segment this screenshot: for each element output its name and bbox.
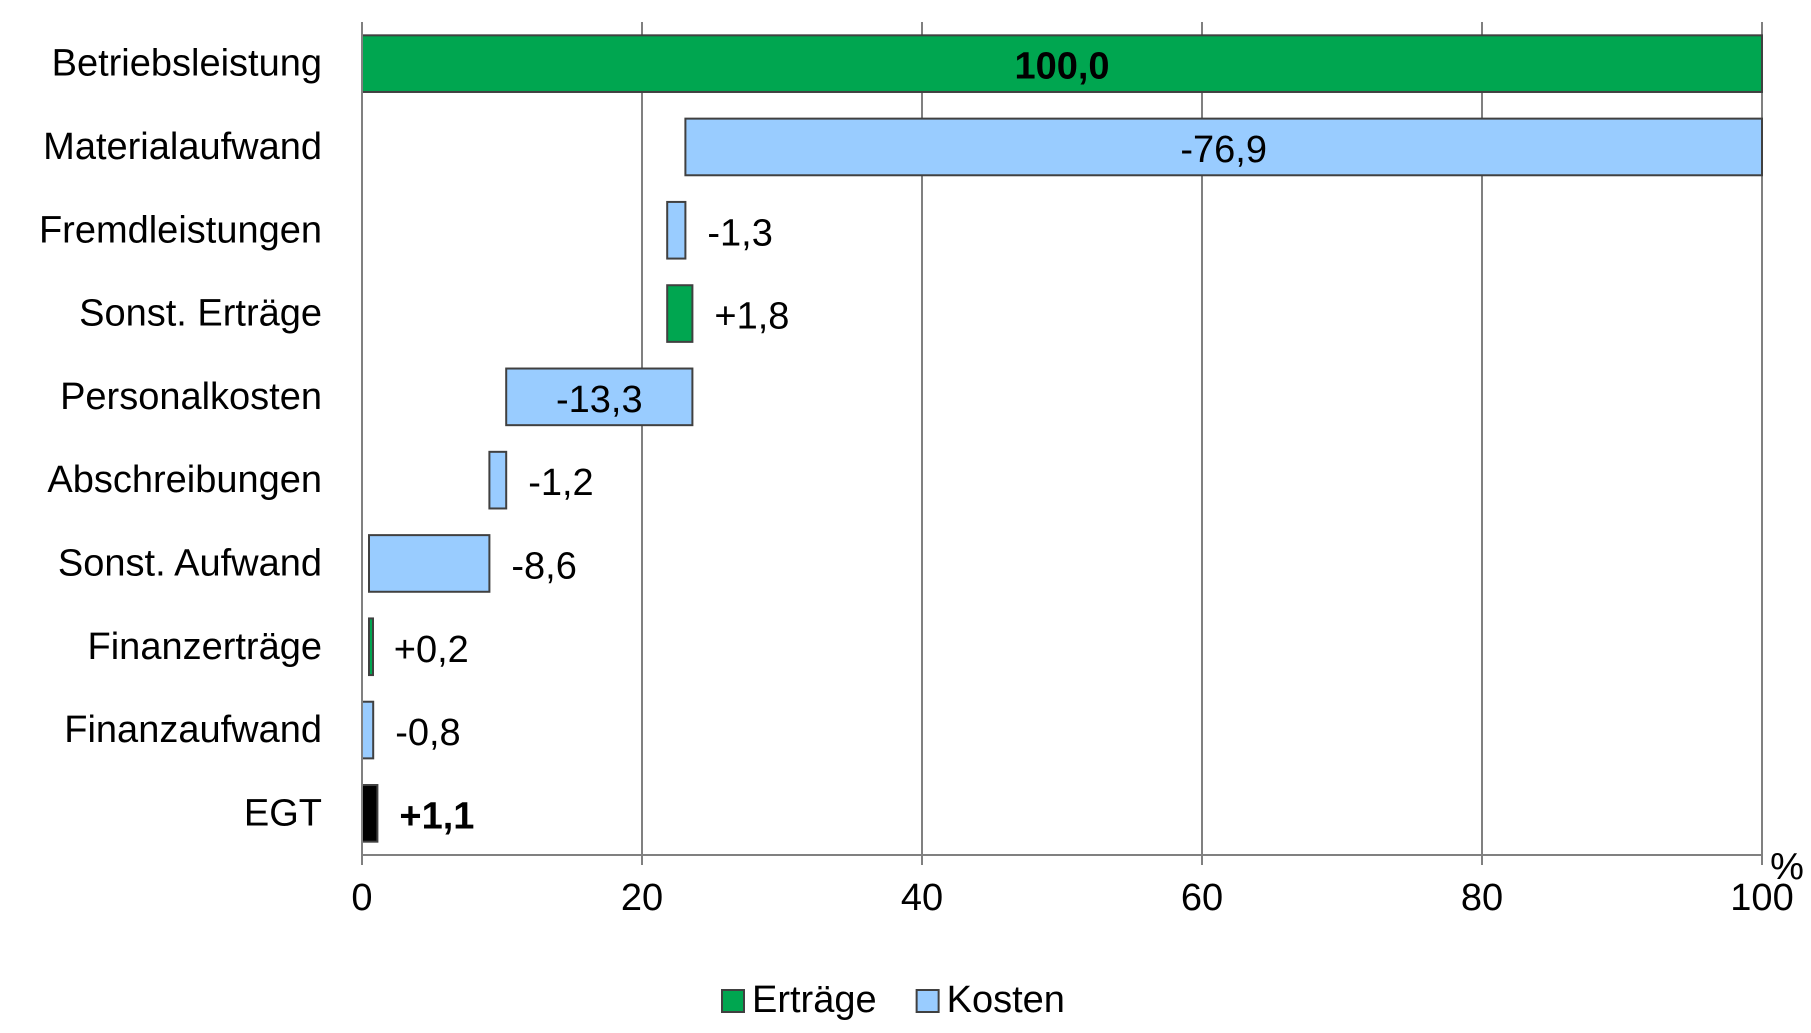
category-label-3: Sonst. Erträge <box>79 293 322 335</box>
category-label-5: Abschreibungen <box>47 459 322 501</box>
bar-2 <box>666 200 687 260</box>
legend-swatch-0 <box>721 989 745 1013</box>
data-label-7: +0,2 <box>394 629 469 671</box>
x-tick-label-5: 100 <box>1730 877 1793 919</box>
data-label-8: -0,8 <box>395 712 460 754</box>
category-label-9: EGT <box>244 792 322 834</box>
data-label-2: -1,3 <box>707 212 772 254</box>
bar-4 <box>505 367 694 427</box>
category-label-2: Fremdleistungen <box>39 209 322 251</box>
data-label-5: -1,2 <box>528 462 593 504</box>
category-label-6: Sonst. Aufwand <box>58 542 322 584</box>
bar-8 <box>361 700 375 760</box>
x-axis: 0 20 40 60 80 100% <box>351 22 1804 919</box>
bar-9 <box>361 784 379 843</box>
bar-6 <box>368 534 491 593</box>
x-tick-label-4: 80 <box>1461 877 1503 919</box>
bar-7 <box>368 617 374 677</box>
x-tick-label-2: 40 <box>901 877 943 919</box>
legend: Erträge Kosten <box>721 979 1065 1021</box>
x-tick-label-1: 20 <box>621 877 663 919</box>
bar-1 <box>684 117 1763 177</box>
data-label-3: +1,8 <box>714 296 789 338</box>
legend-swatch-1 <box>915 989 940 1013</box>
category-label-8: Finanzaufwand <box>64 709 322 751</box>
bar-3 <box>666 284 694 343</box>
data-label-0: 100,0 <box>1014 46 1109 88</box>
legend-label-0: Erträge <box>752 979 877 1021</box>
bar-0 <box>361 34 1763 93</box>
data-label-1: -76,9 <box>1180 129 1267 171</box>
x-tick-label-3: 60 <box>1181 877 1223 919</box>
category-label-7: Finanzerträge <box>88 626 322 668</box>
data-label-4: -13,3 <box>556 379 643 421</box>
category-label-0: Betriebsleistung <box>52 43 322 85</box>
bar-5 <box>488 450 508 510</box>
category-label-1: Materialaufwand <box>43 126 322 168</box>
legend-label-1: Kosten <box>947 979 1065 1021</box>
bars: 100,0 -76,9 -1,3 +1,8 -13,3 -1,2 -8,6 +0,2 -0,8 +… <box>361 34 1763 843</box>
category-labels: Betriebsleistung Materialaufwand Fremdleis… <box>39 43 322 835</box>
x-unit-label: % <box>1770 846 1804 888</box>
category-label-4: Personalkosten <box>60 376 322 418</box>
data-label-6: -8,6 <box>511 545 576 587</box>
data-label-9: +1,1 <box>399 795 474 837</box>
x-tick-label-0: 0 <box>351 877 372 919</box>
